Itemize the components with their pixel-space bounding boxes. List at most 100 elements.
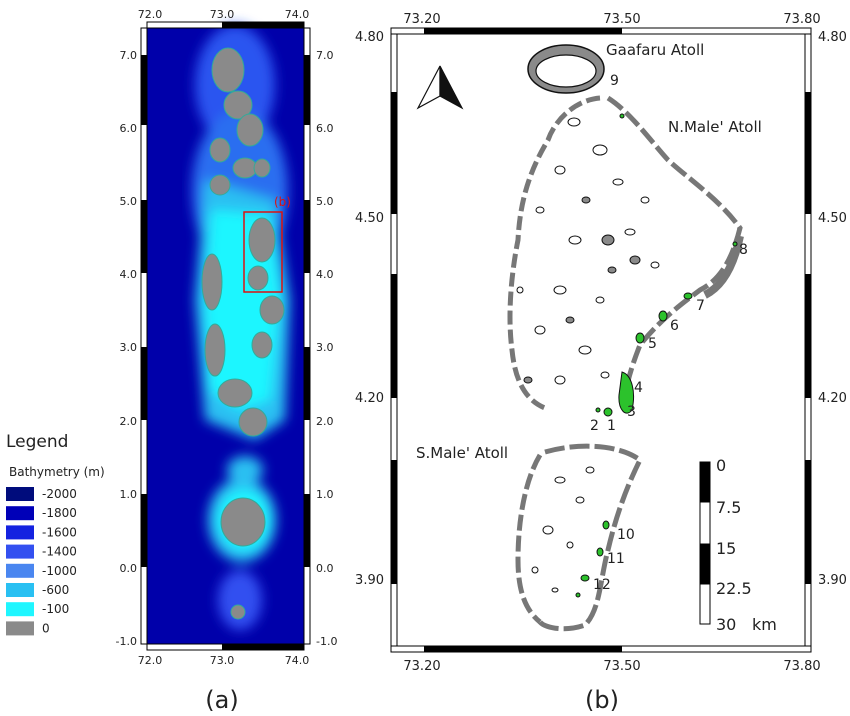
lat-tick: 3.90 [818,573,847,588]
lon-tick: 73.50 [603,659,640,674]
lat-tick: 7.0 [316,49,334,62]
legend-label: -2000 [42,487,77,501]
legend-items: -2000-1800-1600-1400-1000-600-1000 [6,487,77,636]
scale-ticks: 0 7.5 15 22.5 30 km [716,456,777,634]
lat-tick: 4.50 [355,211,384,226]
south-male-atoll-shape [515,443,644,632]
site-label: 3 [627,404,636,420]
legend-swatch [6,544,34,559]
panel-a-map: 72.0 73.0 74.0 72.0 73.0 74.0 7.0 6.0 5.… [116,8,338,714]
inset-label: (b) [274,195,291,209]
legend-swatch [6,525,34,540]
lat-tick: 4.20 [355,391,384,406]
lat-tick: 5.0 [316,195,334,208]
lon-tick: 74.0 [285,654,310,667]
panel-b-lat-ticks: 4.80 4.50 4.20 3.90 4.80 4.50 4.20 3.90 [355,30,847,588]
north-arrow-icon [416,65,464,110]
site-label: 7 [696,298,705,314]
legend-swatch [6,621,34,636]
lat-tick: 4.80 [818,30,847,45]
legend-label: -1000 [42,564,77,578]
lon-tick: 73.80 [783,12,820,27]
lon-tick: 73.80 [783,659,820,674]
lat-tick: 6.0 [120,122,138,135]
map-background [397,34,805,646]
legend-label: -1800 [42,506,77,520]
inset-box [243,211,283,293]
site-label: 1 [607,418,616,434]
lat-tick: 4.50 [818,211,847,226]
scale-bar: 0 7.5 15 22.5 30 km [699,456,777,634]
panel-b-lon-ticks: 73.20 73.50 73.80 73.20 73.50 73.80 [403,12,820,674]
lon-tick: 73.50 [603,12,640,27]
scale-unit: km [752,615,777,634]
atoll-label-north-male: N.Male' Atoll [668,118,762,136]
site-label: 5 [648,336,657,352]
legend-label: 0 [42,621,50,635]
site-label: 12 [593,577,611,593]
lat-tick: 2.0 [316,415,334,428]
lat-tick: 3.0 [120,341,138,354]
lat-tick: 4.20 [818,391,847,406]
lon-tick: 73.0 [210,654,235,667]
panel-a-lat-ticks: 7.0 6.0 5.0 4.0 3.0 2.0 1.0 0.0 -1.0 7.0… [116,49,338,648]
scale-tick: 30 [716,615,736,634]
legend-label: -100 [42,602,69,616]
legend: Legend Bathymetry (m) -2000 -1800 -1600 -14… [6,432,105,636]
lat-tick: 3.0 [316,341,334,354]
lat-tick: 4.0 [120,268,138,281]
legend-swatch [6,583,34,597]
scale-tick: 15 [716,539,736,558]
lat-tick: -1.0 [316,635,337,648]
site-label: 10 [617,527,635,543]
atoll-label-gaafaru: Gaafaru Atoll [606,41,704,59]
panel-a-frame [140,21,311,651]
lat-tick: 4.0 [316,268,334,281]
scale-tick: 7.5 [716,498,741,517]
lon-tick: 72.0 [138,8,163,21]
site-label: 4 [634,380,643,396]
atoll-land [201,47,285,620]
lat-tick: 0.0 [120,562,138,575]
legend-swatch [6,487,34,501]
legend-subtitle: Bathymetry (m) [9,465,105,479]
panel-b-frame [390,27,812,653]
panel-b-label: (b) [585,686,619,714]
lat-tick: 7.0 [120,49,138,62]
lat-tick: 2.0 [120,415,138,428]
legend-title: Legend [6,432,68,452]
lat-tick: 6.0 [316,122,334,135]
lon-tick: 73.0 [210,8,235,21]
lat-tick: 3.90 [355,573,384,588]
lat-tick: 1.0 [316,488,334,501]
lon-tick: 73.20 [403,12,440,27]
site-label: 9 [610,73,619,89]
north-male-atoll-shape [507,95,744,417]
scale-tick: 22.5 [716,579,752,598]
lat-tick: 0.0 [316,562,334,575]
site-label: 2 [590,418,599,434]
panel-a-lon-ticks: 72.0 73.0 74.0 72.0 73.0 74.0 [138,8,310,667]
site-labels: 1 2 3 4 5 6 7 8 9 10 11 12 [590,73,748,593]
legend-label: -1600 [42,525,77,539]
site-label: 6 [670,318,679,334]
lon-tick: 74.0 [285,8,310,21]
panel-a-label: (a) [205,686,238,714]
lat-tick: 1.0 [120,488,138,501]
lon-tick: 73.20 [403,659,440,674]
lat-tick: 5.0 [120,195,138,208]
lat-tick: -1.0 [116,635,137,648]
atoll-label-south-male: S.Male' Atoll [416,444,508,462]
site-label: 8 [739,242,748,258]
site-label: 11 [607,551,625,567]
legend-label: -1400 [42,545,77,559]
legend-label: -600 [42,583,69,597]
legend-swatch [6,563,34,578]
gaafaru-atoll-shape [527,44,605,94]
legend-swatch [6,602,34,617]
legend-swatch [6,506,34,521]
panel-b-map: Gaafaru Atoll N.Male' Atoll S.Male' Atol… [355,12,847,714]
lon-tick: 72.0 [138,654,163,667]
lat-tick: 4.80 [355,30,384,45]
